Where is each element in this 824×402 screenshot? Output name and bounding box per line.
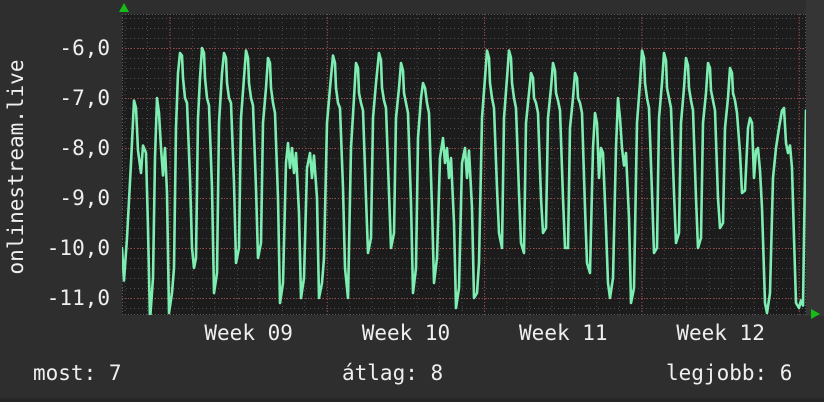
x-tick-label: Week 09 — [204, 321, 293, 345]
y-tick-label: -7,0 — [59, 86, 110, 110]
axis-arrow-right-icon — [811, 309, 820, 319]
y-tick-label: -6,0 — [59, 36, 110, 60]
plot-area — [122, 14, 806, 315]
axis-arrow-up-icon — [119, 3, 129, 12]
plot-right-margin-band — [806, 0, 824, 316]
y-tick-label: -9,0 — [59, 186, 110, 210]
series-line — [122, 46, 806, 315]
x-tick-label: Week 12 — [676, 321, 765, 345]
stat-most: most: 7 — [33, 361, 122, 385]
line-chart — [122, 14, 806, 315]
panel-bottom-edge — [0, 398, 824, 402]
y-tick-label: -11,0 — [46, 286, 110, 310]
stat-legjobb: legjobb: 6 — [666, 361, 793, 385]
graph-title-vertical: onlinestream.live — [4, 59, 28, 275]
y-tick-label: -10,0 — [46, 236, 110, 260]
x-tick-label: Week 11 — [519, 321, 608, 345]
y-tick-label: -8,0 — [59, 136, 110, 160]
stat-atlag: átlag: 8 — [342, 361, 444, 385]
x-tick-label: Week 10 — [361, 321, 451, 345]
